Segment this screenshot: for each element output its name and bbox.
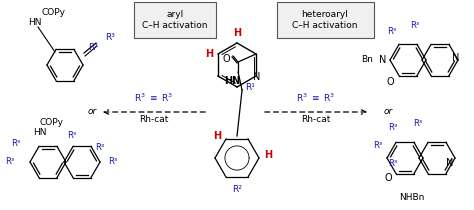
Text: N: N: [452, 53, 460, 63]
Text: R³: R³: [388, 159, 398, 168]
Text: or: or: [383, 108, 392, 117]
Text: N: N: [254, 72, 261, 82]
FancyBboxPatch shape: [134, 2, 216, 38]
Text: N: N: [379, 55, 387, 65]
Text: heteroaryl
C–H activation: heteroaryl C–H activation: [292, 10, 358, 30]
Text: R³: R³: [5, 158, 15, 167]
Text: R³: R³: [410, 21, 419, 29]
Text: H: H: [264, 150, 272, 160]
Text: R³: R³: [95, 143, 105, 151]
Text: R$^3$ $\equiv$ R$^3$: R$^3$ $\equiv$ R$^3$: [135, 92, 173, 104]
Text: HN: HN: [28, 18, 42, 27]
Text: R¹: R¹: [245, 83, 255, 92]
Text: O: O: [386, 77, 394, 87]
Text: R³: R³: [11, 139, 21, 147]
Text: H: H: [205, 49, 213, 59]
Text: R³: R³: [105, 34, 115, 42]
Text: HN: HN: [224, 76, 240, 86]
Text: R³: R³: [109, 158, 118, 167]
Text: aryl
C–H activation: aryl C–H activation: [142, 10, 208, 30]
Text: R³: R³: [413, 118, 423, 127]
Text: COPy: COPy: [40, 118, 64, 127]
FancyBboxPatch shape: [277, 2, 374, 38]
Text: H: H: [213, 131, 221, 141]
Text: R²: R²: [232, 185, 242, 194]
Text: Bn: Bn: [361, 55, 373, 64]
Text: or: or: [87, 108, 97, 117]
Text: R³: R³: [387, 28, 397, 37]
Text: NHBn: NHBn: [399, 193, 425, 202]
Text: R$^3$ $\equiv$ R$^3$: R$^3$ $\equiv$ R$^3$: [296, 92, 336, 104]
Text: Rh-cat: Rh-cat: [139, 116, 169, 125]
Text: R³: R³: [67, 130, 77, 139]
Text: R³: R³: [374, 140, 383, 150]
Text: COPy: COPy: [42, 8, 66, 17]
Text: O: O: [222, 54, 230, 64]
Text: O: O: [384, 173, 392, 183]
Text: H: H: [233, 28, 241, 38]
Text: R³: R³: [88, 43, 98, 52]
Text: HN: HN: [33, 128, 46, 137]
Text: Rh-cat: Rh-cat: [301, 116, 331, 125]
Text: N: N: [447, 158, 454, 168]
Text: R³: R³: [388, 123, 398, 133]
